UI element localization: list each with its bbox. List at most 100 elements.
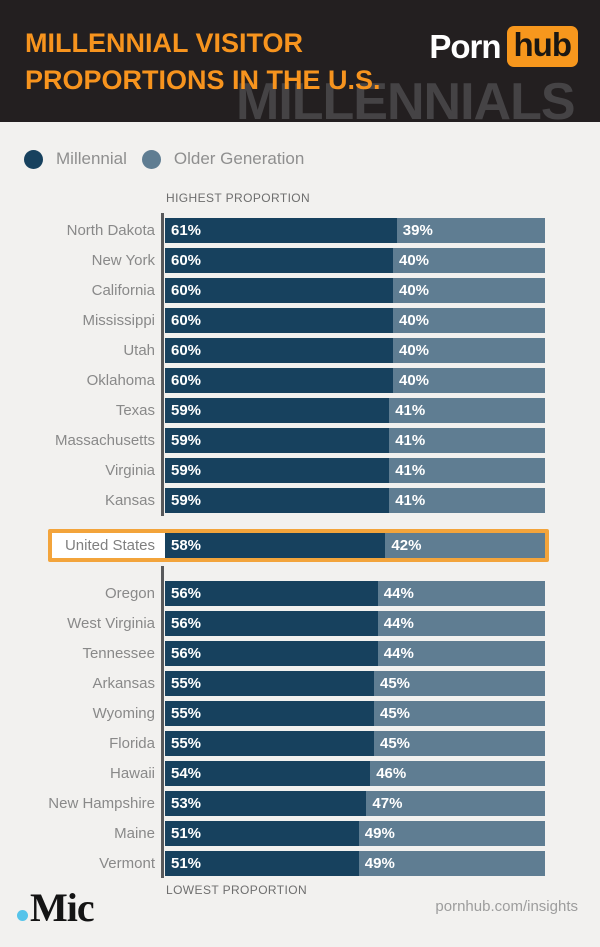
table-row: Oklahoma 60% 40%: [0, 368, 600, 393]
older-generation-segment-value: 44%: [383, 585, 414, 602]
stacked-bar: 60% 40%: [165, 368, 545, 393]
stacked-bar: 60% 40%: [165, 338, 545, 363]
state-label: Virginia: [105, 462, 155, 479]
table-row: Oregon 56% 44%: [0, 581, 600, 606]
legend-item-older-generation: Older Generation: [141, 149, 305, 169]
millennial-segment-value: 56%: [171, 585, 202, 602]
millennial-segment: 56%: [165, 581, 378, 606]
state-label: Utah: [123, 342, 155, 359]
older-generation-segment: 47%: [366, 791, 545, 816]
stacked-bar: 53% 47%: [165, 791, 545, 816]
millennial-segment: 59%: [165, 428, 390, 453]
older-generation-segment-value: 45%: [380, 705, 411, 722]
older-generation-segment: 45%: [374, 701, 545, 726]
mic-logo-text: Mic: [30, 885, 95, 930]
state-label: Hawaii: [109, 765, 155, 782]
millennial-segment: 54%: [165, 761, 371, 786]
stacked-bar: 60% 40%: [165, 248, 545, 273]
millennial-segment: 61%: [165, 218, 397, 243]
axis-line-top-section: [161, 213, 164, 516]
table-row: Virginia 59% 41%: [0, 458, 600, 483]
stacked-bar: 59% 41%: [165, 488, 545, 513]
older-generation-segment-value: 40%: [399, 342, 430, 359]
millennial-segment: 55%: [165, 701, 374, 726]
table-row: United States 58% 42%: [52, 533, 545, 558]
state-label: Oregon: [104, 585, 155, 602]
state-label: Florida: [109, 735, 155, 752]
older-generation-segment-value: 40%: [399, 312, 430, 329]
stacked-bar: 61% 39%: [165, 218, 545, 243]
millennial-segment: 55%: [165, 731, 374, 756]
legend-item-millennial: Millennial: [24, 149, 127, 169]
millennial-segment-value: 55%: [171, 735, 202, 752]
state-label: Oklahoma: [86, 372, 155, 389]
mic-logo-dot-icon: [17, 910, 28, 921]
stacked-bar: 51% 49%: [165, 821, 545, 846]
table-row: Maine 51% 49%: [0, 821, 600, 846]
state-label: Wyoming: [92, 705, 155, 722]
older-generation-segment: 40%: [393, 308, 545, 333]
stacked-bar: 55% 45%: [165, 731, 545, 756]
stacked-bar: 51% 49%: [165, 851, 545, 876]
page-title: MILLENNIAL VISITOR PROPORTIONS IN THE U.…: [25, 25, 381, 99]
millennial-segment: 51%: [165, 821, 359, 846]
united-states-row-host: United States 58% 42%: [52, 533, 545, 558]
millennial-segment-value: 54%: [171, 765, 202, 782]
millennial-segment: 60%: [165, 338, 393, 363]
state-label: United States: [52, 533, 165, 558]
pornhub-logo: Porn hub: [429, 26, 578, 67]
millennial-color-dot-icon: [24, 149, 43, 169]
older-generation-segment: 42%: [385, 533, 545, 558]
millennial-segment-value: 55%: [171, 675, 202, 692]
millennial-segment: 56%: [165, 641, 378, 666]
millennial-segment-value: 60%: [171, 312, 202, 329]
older-generation-color-dot-icon: [141, 149, 161, 169]
millennial-segment-value: 61%: [171, 222, 202, 239]
millennial-segment-value: 56%: [171, 645, 202, 662]
highest-proportion-label: HIGHEST PROPORTION: [166, 191, 311, 205]
older-generation-segment: 45%: [374, 671, 545, 696]
millennial-segment: 55%: [165, 671, 374, 696]
stacked-bar: 60% 40%: [165, 278, 545, 303]
older-generation-segment: 40%: [393, 278, 545, 303]
older-generation-segment: 41%: [389, 488, 545, 513]
millennial-segment-value: 59%: [171, 402, 202, 419]
table-row: Texas 59% 41%: [0, 398, 600, 423]
mic-logo: Mic: [17, 884, 95, 931]
state-label: West Virginia: [67, 615, 155, 632]
state-label: North Dakota: [66, 222, 155, 239]
millennial-segment-value: 60%: [171, 342, 202, 359]
millennial-segment-value: 60%: [171, 282, 202, 299]
pornhub-logo-porn: Porn: [429, 27, 501, 65]
older-generation-segment: 41%: [389, 458, 545, 483]
older-generation-segment: 41%: [389, 398, 545, 423]
millennial-segment: 60%: [165, 278, 393, 303]
stacked-bar: 60% 40%: [165, 308, 545, 333]
older-generation-segment-value: 44%: [383, 615, 414, 632]
older-generation-segment-value: 40%: [399, 372, 430, 389]
millennial-segment: 56%: [165, 611, 378, 636]
older-generation-segment: 45%: [374, 731, 545, 756]
table-row: Florida 55% 45%: [0, 731, 600, 756]
older-generation-segment: 49%: [358, 821, 545, 846]
table-row: West Virginia 56% 44%: [0, 611, 600, 636]
legend-label-older-generation: Older Generation: [173, 149, 305, 168]
older-generation-segment: 40%: [393, 248, 545, 273]
stacked-bar: 56% 44%: [165, 611, 545, 636]
united-states-highlight: United States 58% 42%: [48, 529, 549, 562]
header: MILLENNIALS MILLENNIAL VISITOR PROPORTIO…: [0, 0, 600, 122]
table-row: Wyoming 55% 45%: [0, 701, 600, 726]
table-row: Arkansas 55% 45%: [0, 671, 600, 696]
stacked-bar: 54% 46%: [165, 761, 545, 786]
lowest-proportion-label: LOWEST PROPORTION: [166, 883, 308, 897]
legend-label-millennial: Millennial: [56, 149, 127, 168]
pornhub-logo-hub: hub: [506, 26, 578, 67]
older-generation-segment: 40%: [393, 368, 545, 393]
older-generation-segment-value: 45%: [380, 675, 411, 692]
older-generation-segment-value: 41%: [395, 462, 426, 479]
state-label: Mississippi: [82, 312, 155, 329]
millennial-segment: 58%: [165, 533, 386, 558]
millennials-watermark: MILLENNIALS: [236, 73, 576, 122]
older-generation-segment: 46%: [370, 761, 545, 786]
legend: Millennial Older Generation: [24, 149, 319, 169]
